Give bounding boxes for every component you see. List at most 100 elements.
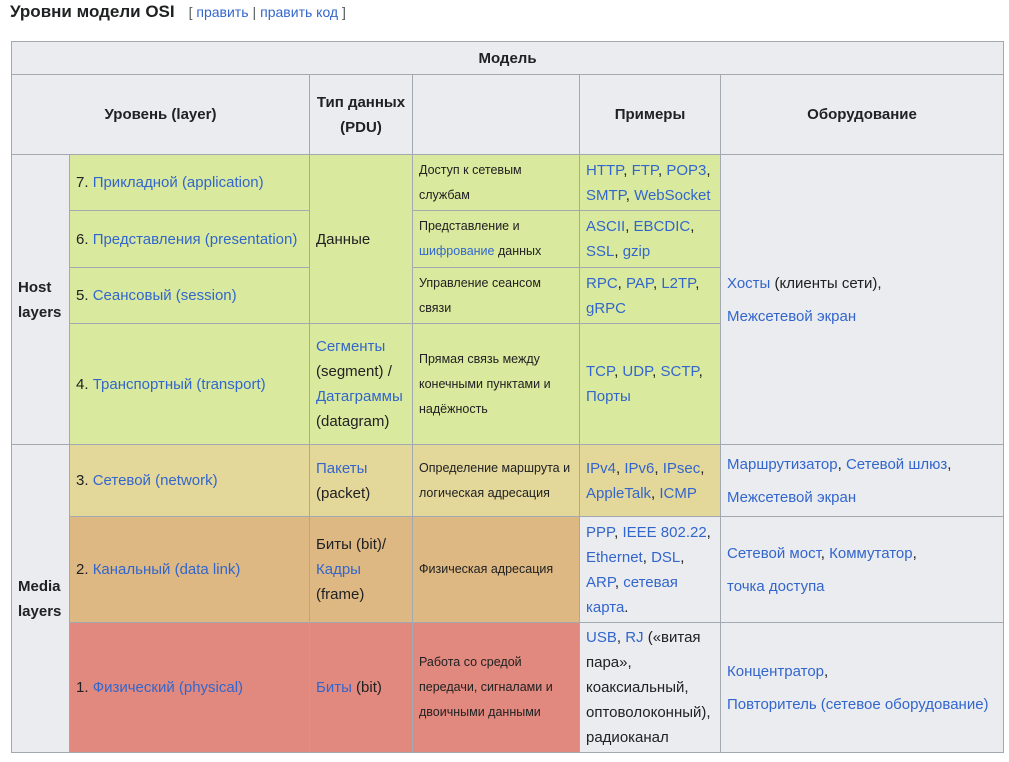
layer-application-link[interactable]: Прикладной (application): [92, 174, 264, 191]
example-link[interactable]: IPsec: [662, 459, 701, 477]
equipment-link[interactable]: Повторитель (сетевое оборудование): [727, 695, 989, 713]
examples-datalink: PPP, IEEE 802.22, Ethernet, DSL, ARP, се…: [579, 516, 721, 623]
equipment-link[interactable]: точка доступа: [727, 577, 825, 595]
osi-model-table: Модель Уровень (layer) Тип данных (PDU) …: [10, 41, 1005, 753]
examples-transport: TCP, UDP, SCTP, Порты: [579, 323, 721, 445]
pdu-text: (segment) /: [316, 363, 392, 380]
media-layers-label: Media layers: [11, 444, 70, 753]
bracket-open: [: [188, 4, 193, 20]
layer-physical-link[interactable]: Физический (physical): [92, 679, 244, 696]
equipment-link[interactable]: Коммутатор: [829, 544, 913, 562]
equipment-physical: Концентратор, Повторитель (сетевое обору…: [719, 622, 1005, 753]
function-presentation: Представление и шифрование данных: [412, 210, 580, 268]
equipment-link[interactable]: Межсетевой экран: [727, 488, 857, 506]
layer-network: 3. Сетевой (network): [69, 444, 310, 517]
pdu-text: (packet): [316, 484, 371, 502]
example-link[interactable]: ARP: [586, 573, 615, 591]
function-session: Управление сеансом связи: [412, 267, 580, 324]
example-link[interactable]: ICMP: [659, 484, 697, 502]
example-link[interactable]: SMTP: [586, 186, 626, 204]
table-row-session: 5. Сеансовый (session) Управление сеансо…: [12, 267, 1004, 324]
examples-session: RPC, PAP, L2TP, gRPC: [579, 267, 721, 324]
function-datalink: Физическая адресация: [412, 516, 580, 623]
layer-physical: 1. Физический (physical): [69, 622, 310, 753]
examples-presentation: ASCII, EBCDIC, SSL, gzip: [579, 210, 721, 268]
edit-source-link[interactable]: править код: [260, 4, 339, 20]
example-link[interactable]: PAP: [626, 274, 653, 292]
layer-number: 2.: [76, 561, 89, 578]
table-row-transport: 4. Транспортный (transport) Сегменты (se…: [12, 323, 1004, 445]
example-link[interactable]: gRPC: [586, 299, 627, 317]
function-text: данных: [497, 244, 542, 258]
example-link[interactable]: IPv6: [624, 459, 655, 477]
layer-datalink-link[interactable]: Канальный (data link): [92, 561, 241, 578]
example-link[interactable]: EBCDIC: [633, 218, 691, 235]
layer-network-link[interactable]: Сетевой (network): [92, 472, 218, 489]
example-link[interactable]: L2TP: [661, 274, 696, 292]
example-link[interactable]: RJ: [625, 629, 644, 646]
function-header: [412, 74, 580, 155]
layer-datalink: 2. Канальный (data link): [69, 516, 310, 623]
example-link[interactable]: IEEE 802.22: [622, 523, 707, 541]
pdu-network: Пакеты (packet): [309, 444, 413, 517]
equipment-link[interactable]: Хосты: [727, 274, 771, 292]
table-row-application: Host layers 7. Прикладной (application) …: [11, 154, 1005, 445]
example-link[interactable]: WebSocket: [634, 186, 711, 204]
layer-presentation: 6. Представления (presentation): [69, 210, 310, 268]
function-transport: Прямая связь между конечными пунктами и …: [412, 323, 580, 445]
layer-number: 4.: [76, 375, 89, 393]
caption-row: Модель: [10, 41, 1005, 75]
separator: |: [252, 4, 257, 20]
pdu-link[interactable]: Пакеты: [316, 459, 368, 477]
example-link[interactable]: SCTP: [660, 363, 699, 380]
layer-session-link[interactable]: Сеансовый (session): [92, 287, 237, 304]
equipment-link[interactable]: Концентратор: [727, 662, 825, 680]
pdu-physical: Биты (bit): [309, 622, 413, 753]
example-link[interactable]: сетевая карта: [586, 573, 678, 616]
layer-number: 7.: [76, 174, 89, 191]
edit-link[interactable]: править: [196, 4, 249, 20]
table-row-network: Media layers 3. Сетевой (network) Пакеты…: [11, 444, 1005, 753]
pdu-datalink: Биты (bit)/ Кадры (frame): [309, 516, 413, 623]
example-link[interactable]: ASCII: [586, 218, 626, 235]
layer-presentation-link[interactable]: Представления (presentation): [92, 230, 298, 248]
example-link[interactable]: gzip: [622, 243, 651, 260]
pdu-text: (datagram): [316, 413, 390, 430]
example-link[interactable]: FTP: [631, 161, 658, 179]
layer-number: 5.: [76, 287, 89, 304]
example-link[interactable]: USB: [586, 629, 617, 646]
function-application: Доступ к сетевым службам: [412, 154, 580, 211]
section-title: Уровни модели OSI: [10, 2, 175, 21]
encryption-link[interactable]: шифрование: [419, 244, 495, 258]
pdu-text: (bit): [356, 679, 382, 696]
equipment-link[interactable]: Маршрутизатор: [727, 455, 838, 473]
host-layers-label: Host layers: [11, 154, 70, 445]
equipment-link[interactable]: Межсетевой экран: [727, 307, 857, 325]
equipment-link[interactable]: Сетевой мост: [727, 544, 821, 562]
example-link[interactable]: Порты: [586, 388, 631, 405]
example-link[interactable]: SSL: [586, 243, 615, 260]
example-link[interactable]: Ethernet: [586, 548, 643, 566]
pdu-link[interactable]: Биты: [316, 679, 352, 696]
layer-number: 1.: [76, 679, 89, 696]
pdu-link[interactable]: Датаграммы: [316, 388, 403, 405]
example-link[interactable]: AppleTalk: [586, 484, 652, 502]
model-header: Модель: [10, 41, 1005, 75]
pdu-data: Данные: [309, 154, 413, 324]
example-link[interactable]: DSL: [651, 548, 681, 566]
example-link[interactable]: RPC: [586, 274, 618, 292]
example-link[interactable]: TCP: [586, 363, 615, 380]
table-row-physical: 1. Физический (physical) Биты (bit) Рабо…: [12, 622, 1005, 753]
example-link[interactable]: PPP: [586, 523, 615, 541]
example-link[interactable]: UDP: [622, 363, 653, 380]
example-link[interactable]: IPv4: [586, 459, 617, 477]
pdu-link[interactable]: Кадры: [316, 561, 361, 578]
example-link[interactable]: POP3: [666, 161, 707, 179]
equipment-link[interactable]: Сетевой шлюз: [845, 455, 948, 473]
pdu-link[interactable]: Сегменты: [316, 338, 386, 355]
example-link[interactable]: HTTP: [586, 161, 624, 179]
layer-transport-link[interactable]: Транспортный (transport): [92, 375, 266, 393]
examples-header: Примеры: [579, 74, 721, 155]
layer-number: 3.: [76, 472, 89, 489]
equipment-datalink: Сетевой мост, Коммутатор, точка доступа: [719, 516, 1005, 623]
